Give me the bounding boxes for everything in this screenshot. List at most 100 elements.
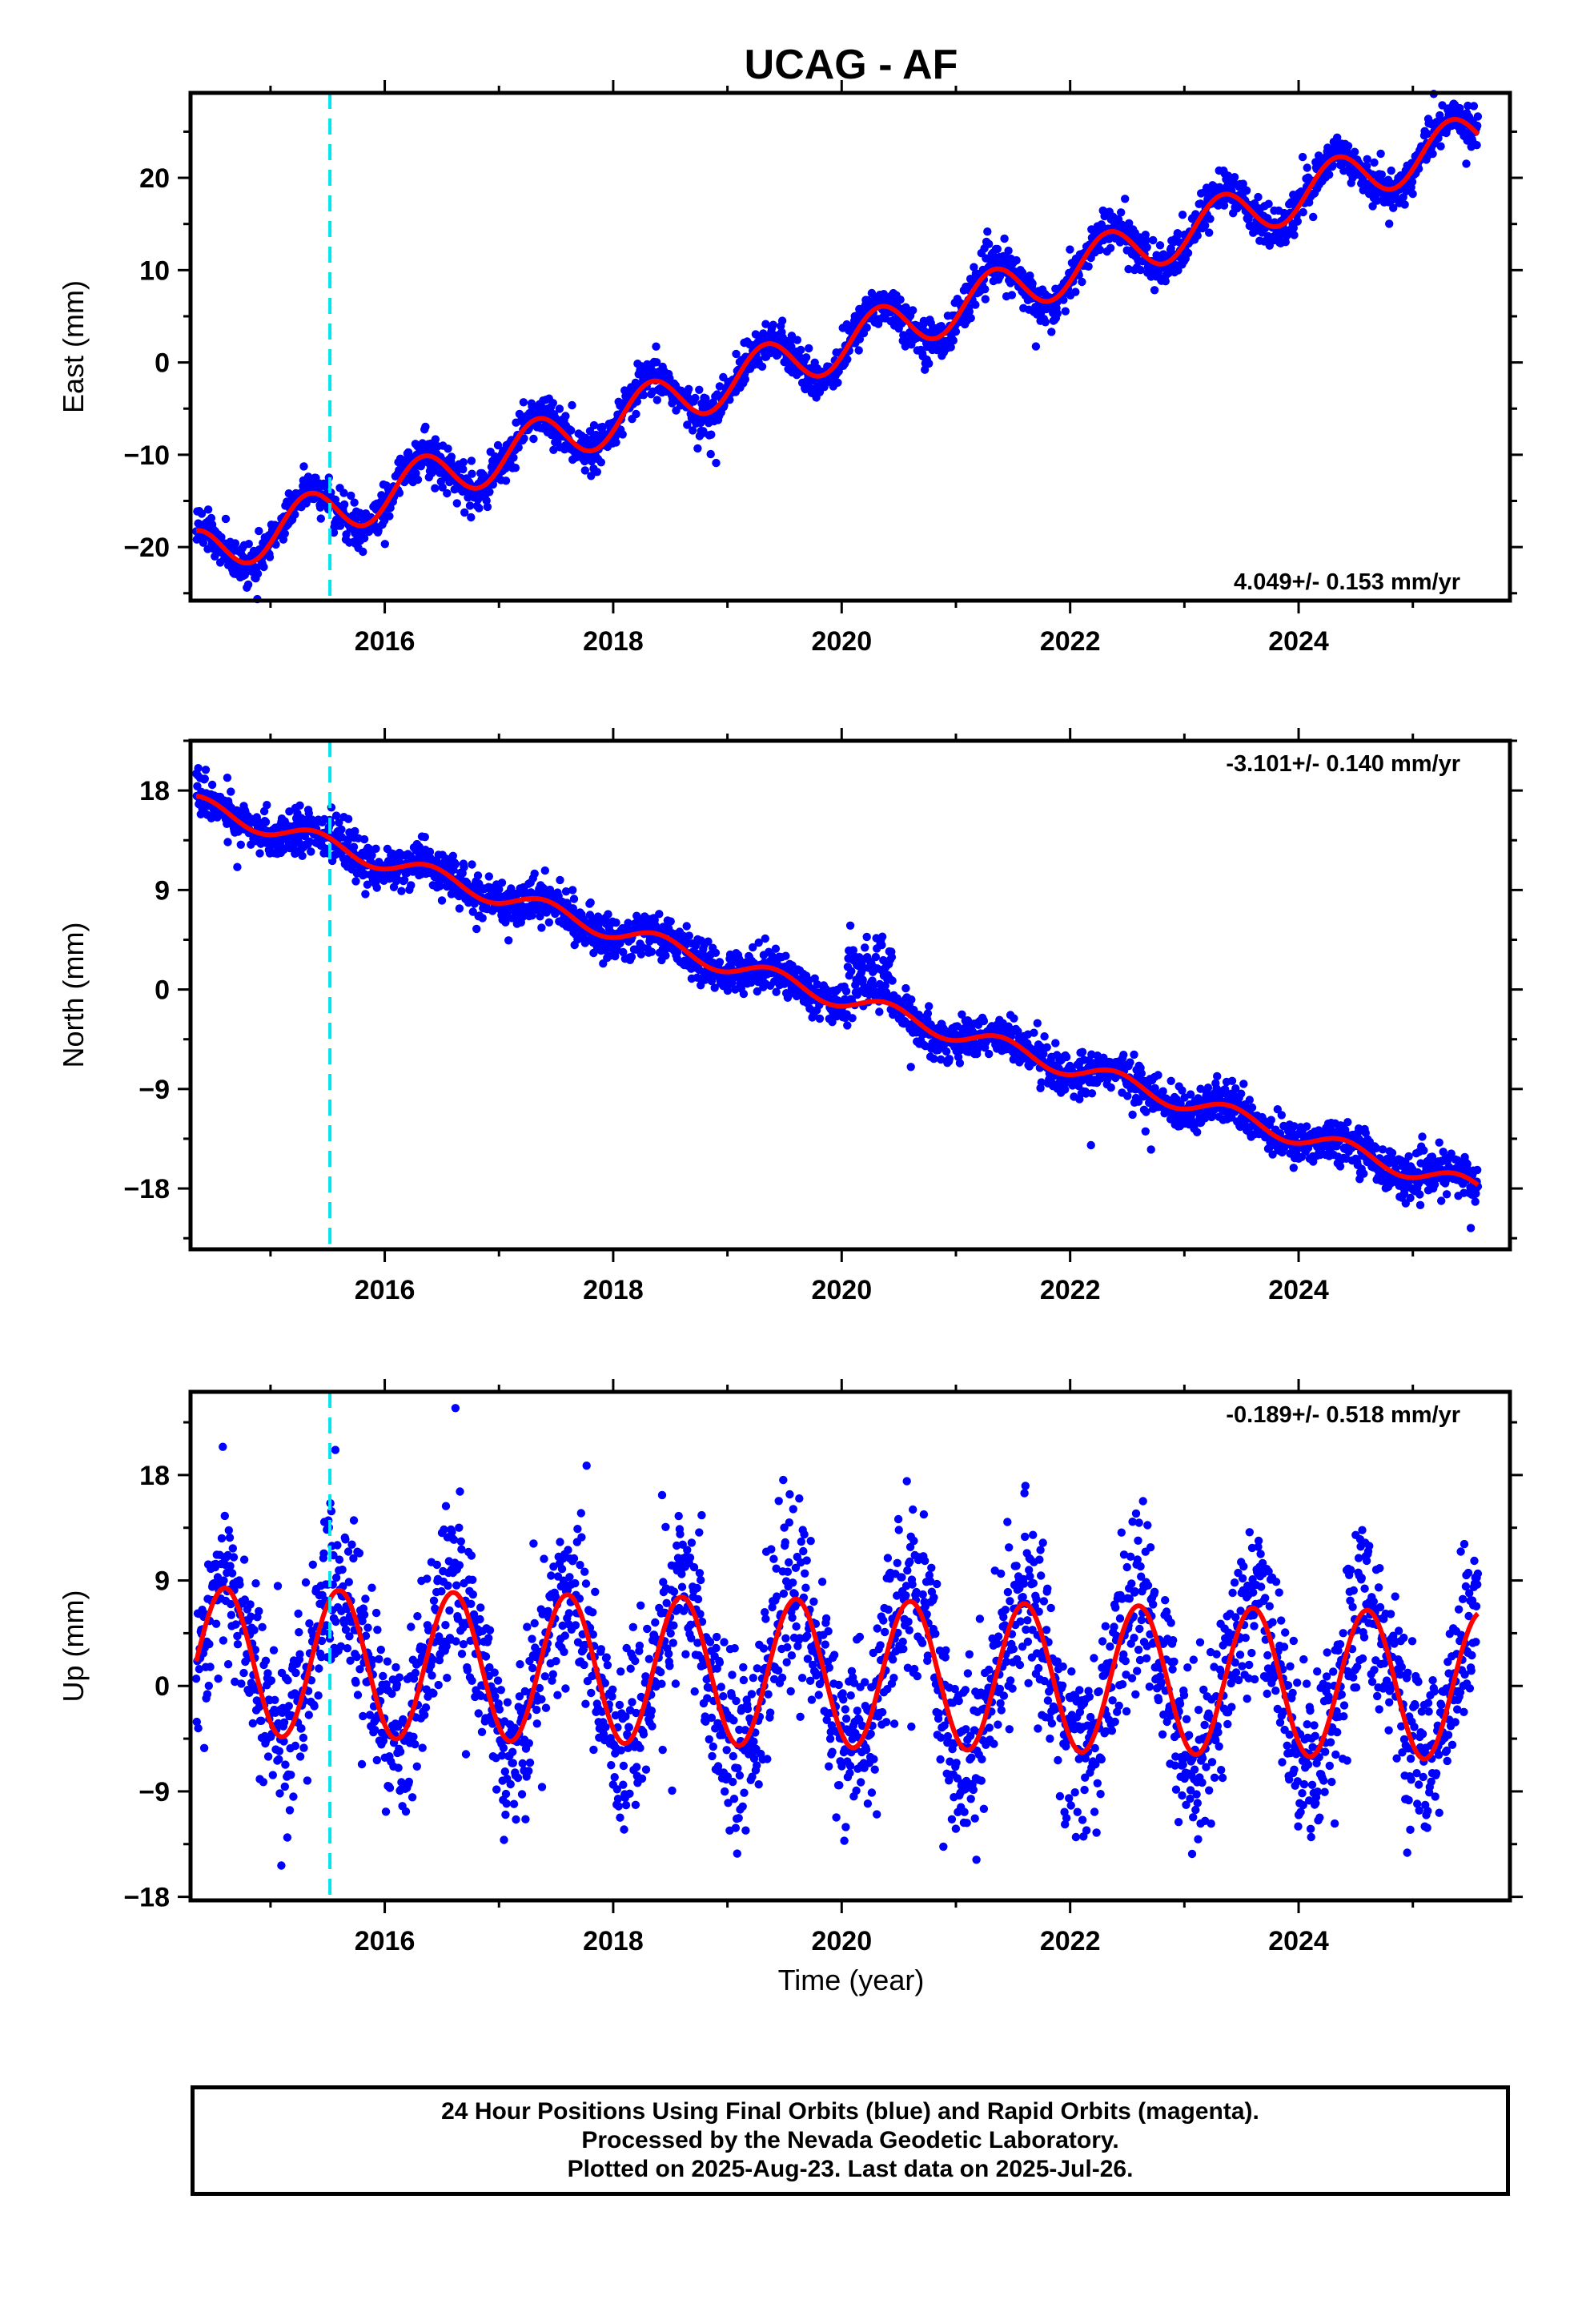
data-point [777, 316, 787, 325]
data-point [612, 918, 620, 927]
data-point [979, 1016, 989, 1026]
data-point [1137, 1069, 1146, 1078]
data-point [1078, 1047, 1087, 1056]
data-point [361, 890, 370, 899]
data-point [909, 306, 917, 315]
data-point [951, 327, 961, 336]
data-point [1047, 328, 1056, 336]
data-point [843, 355, 852, 364]
data-point [1141, 1127, 1150, 1136]
data-point [253, 569, 263, 578]
data-point [1051, 1039, 1060, 1047]
data-point [1007, 291, 1017, 300]
data-point [862, 932, 871, 942]
data-point [1028, 279, 1037, 288]
data-point [1206, 215, 1215, 223]
data-point [971, 300, 980, 309]
data-point [1350, 147, 1359, 156]
data-point [351, 877, 360, 886]
data-point [691, 393, 700, 403]
data-point [475, 504, 484, 513]
data-point [1205, 228, 1214, 237]
time-series-figure: UCAG - AF 2016 2018 2020 2022 2024−20−100102… [57, 42, 1523, 1996]
data-point [1203, 1084, 1213, 1092]
data-point [1309, 212, 1318, 222]
data-point [280, 529, 289, 538]
data-point [612, 438, 620, 447]
data-point [706, 449, 715, 459]
data-point [877, 932, 887, 941]
data-point [1387, 166, 1395, 175]
data-point [555, 404, 564, 413]
data-points [191, 764, 1483, 1232]
data-point [815, 1014, 825, 1023]
data-points [191, 90, 1483, 604]
data-point [537, 923, 546, 932]
data-point [1299, 207, 1307, 217]
data-point [529, 434, 538, 444]
data-point [1041, 318, 1050, 327]
data-point [652, 396, 661, 404]
data-point [201, 766, 211, 774]
data-point [244, 540, 253, 549]
data-point [845, 921, 855, 931]
data-point [1106, 1083, 1115, 1092]
data-point [586, 898, 595, 907]
data-point [1298, 152, 1307, 162]
data-point [447, 452, 456, 461]
data-point [1462, 159, 1471, 168]
data-point [1343, 1118, 1352, 1127]
data-point [1436, 142, 1445, 151]
data-point [1086, 1140, 1095, 1150]
data-point [372, 883, 381, 892]
data-point [504, 936, 513, 945]
data-point [395, 489, 404, 497]
data-point [1245, 1096, 1255, 1104]
data-point [243, 580, 253, 589]
data-point [1121, 195, 1130, 203]
data-point [841, 987, 851, 996]
data-point [1155, 241, 1165, 250]
data-point [420, 833, 429, 842]
x-tick-label: 2018 [583, 626, 644, 657]
data-point [556, 875, 564, 885]
data-point [580, 466, 589, 475]
data-point [459, 464, 468, 474]
data-point [1033, 1019, 1042, 1027]
data-point [1040, 1032, 1049, 1041]
y-tick-label: 0 [155, 348, 170, 379]
data-point [887, 953, 897, 962]
data-point [682, 922, 691, 931]
data-point [421, 422, 430, 432]
data-point [1408, 189, 1417, 199]
data-point [1469, 102, 1479, 111]
data-point [223, 838, 232, 846]
data-point [1376, 149, 1385, 159]
data-point [592, 468, 601, 476]
data-point [1119, 1051, 1128, 1059]
x-tick-label: 2016 [355, 626, 416, 657]
data-point [359, 834, 369, 844]
data-point [661, 951, 670, 960]
data-point [655, 910, 664, 919]
data-point [1303, 163, 1311, 172]
data-point [316, 514, 325, 523]
data-point [871, 952, 881, 962]
data-point [455, 904, 464, 913]
data-point [1267, 1116, 1275, 1124]
data-point [1042, 1043, 1051, 1052]
data-point [509, 453, 518, 462]
data-point [342, 530, 351, 539]
data-point [854, 346, 863, 355]
data-point [1146, 1145, 1155, 1154]
x-tick-label: 2020 [811, 626, 872, 657]
data-point [255, 526, 263, 536]
data-point [848, 1014, 857, 1023]
data-point [465, 501, 475, 510]
data-point [1193, 231, 1203, 240]
data-point [652, 342, 661, 351]
data-point [1183, 248, 1193, 258]
data-point [1154, 1071, 1162, 1080]
data-point [843, 1021, 852, 1030]
